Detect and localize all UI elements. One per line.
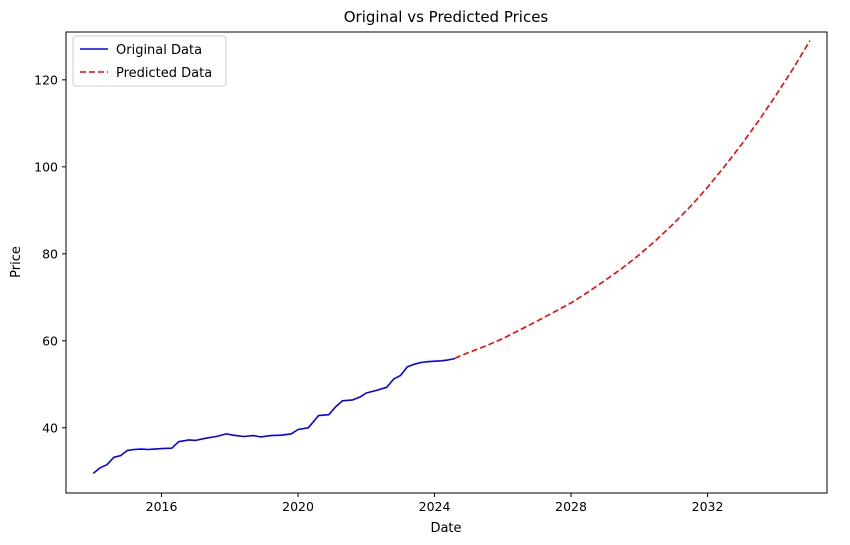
x-tick-label: 2032 (692, 499, 724, 514)
x-tick-label: 2028 (555, 499, 587, 514)
y-tick-label: 120 (34, 72, 58, 87)
y-tick-label: 100 (34, 159, 58, 174)
legend-label-original: Original Data (116, 43, 202, 58)
x-axis-ticks: 2016 2020 2024 2028 2032 (146, 493, 724, 514)
series-line-predicted-data (454, 40, 811, 359)
x-axis-label: Date (430, 521, 461, 536)
y-tick-label: 40 (42, 420, 58, 435)
legend-box (72, 35, 227, 87)
plot-frame (65, 31, 828, 494)
y-tick-label: 60 (42, 333, 58, 348)
y-axis-ticks: 40 60 80 100 120 (34, 72, 66, 435)
chart-title: Original vs Predicted Prices (344, 8, 549, 26)
x-tick-label: 2024 (419, 499, 451, 514)
series-lines (92, 40, 811, 475)
legend-label-predicted: Predicted Data (116, 66, 212, 81)
x-tick-label: 2020 (282, 499, 314, 514)
x-tick-label: 2016 (146, 499, 178, 514)
y-tick-label: 80 (42, 246, 58, 261)
series-line-original-data (92, 357, 456, 475)
legend: Original Data Predicted Data (72, 35, 227, 87)
y-axis-label: Price (9, 246, 24, 278)
